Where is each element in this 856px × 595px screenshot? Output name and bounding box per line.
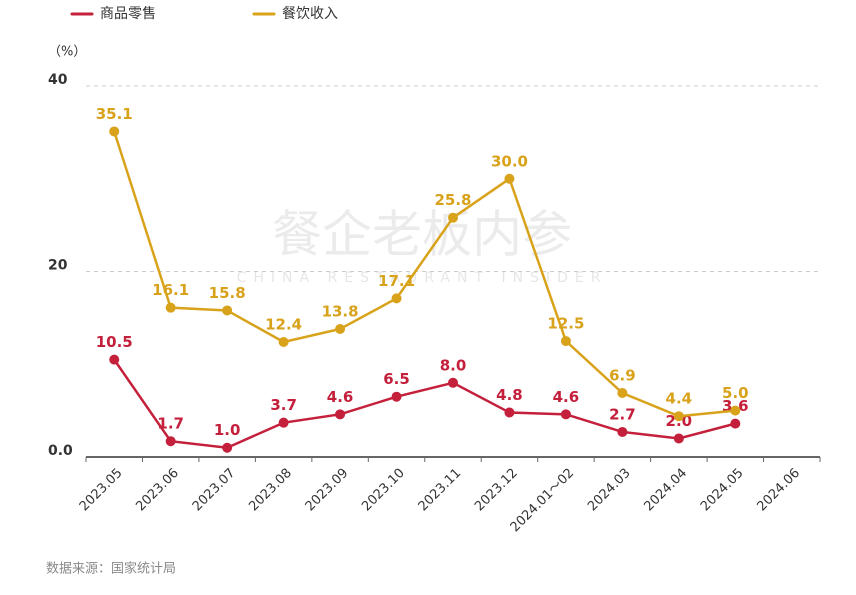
x-tick-label: 2024.03 (585, 466, 634, 515)
x-tick-label: 2023.10 (359, 466, 408, 515)
data-point (335, 409, 346, 420)
data-label: 1.7 (157, 415, 184, 433)
unit-label: （%） (48, 45, 86, 60)
data-label: 2.7 (609, 405, 636, 423)
y-tick-label: 40 (48, 72, 68, 88)
data-label: 13.8 (322, 303, 359, 321)
data-point (165, 302, 176, 313)
data-point (391, 391, 402, 402)
x-tick-label: 2023.06 (133, 466, 182, 515)
data-point (504, 173, 515, 184)
series-line (113, 358, 736, 450)
data-point (448, 212, 458, 223)
data-label: 17.1 (378, 272, 415, 290)
x-tick-label: 2023.09 (303, 466, 352, 515)
x-tick-label: 2024.05 (698, 466, 747, 515)
data-label: 5.0 (722, 384, 749, 402)
data-point (673, 411, 684, 422)
data-label: 6.9 (609, 367, 636, 385)
data-label: 12.4 (265, 315, 302, 333)
data-point (730, 405, 741, 416)
data-label: 4.6 (553, 388, 580, 406)
data-point (560, 409, 571, 420)
x-tick-label: 2024.04 (642, 466, 691, 515)
data-point (617, 426, 628, 437)
data-point (730, 418, 741, 429)
data-point (448, 377, 458, 388)
data-point (278, 336, 289, 347)
data-point (335, 324, 346, 335)
data-label: 1.0 (214, 421, 241, 439)
data-label: 4.8 (496, 386, 523, 404)
data-point (109, 126, 120, 137)
y-tick-label: 20 (48, 258, 68, 274)
series-line (113, 131, 736, 418)
x-tick-label: 2023.12 (472, 466, 521, 515)
data-label: 3.7 (270, 396, 297, 414)
data-label: 10.5 (96, 333, 133, 351)
data-label: 8.0 (440, 356, 467, 374)
x-tick-label: 2023.11 (416, 466, 465, 515)
data-point (222, 305, 233, 316)
watermark-sub: CHINA RESTAURANT INSIDER (237, 270, 608, 286)
data-point (673, 433, 684, 444)
data-label: 35.1 (96, 105, 133, 123)
legend-label: 商品零售 (100, 6, 156, 22)
x-tick-label: 2024.06 (754, 466, 803, 515)
legend-label: 餐饮收入 (282, 6, 338, 22)
data-point (278, 417, 289, 428)
data-label: 4.6 (327, 388, 354, 406)
data-label: 16.1 (152, 281, 189, 299)
watermark: 餐企老板内参 (272, 206, 572, 264)
source: 数据来源：国家统计局 (46, 561, 176, 577)
data-label: 4.4 (666, 390, 693, 408)
data-point (165, 436, 176, 447)
data-label: 15.8 (209, 284, 246, 302)
data-point (109, 354, 120, 365)
x-tick-label: 2023.08 (246, 466, 295, 515)
data-point (391, 293, 402, 304)
x-tick-label: 2023.07 (190, 466, 239, 515)
data-label: 12.5 (547, 315, 584, 333)
data-point (222, 442, 233, 453)
data-point (617, 388, 628, 399)
x-tick-label: 2023.05 (77, 466, 126, 515)
data-label: 6.5 (383, 370, 410, 388)
data-point (560, 336, 571, 347)
data-label: 25.8 (434, 191, 471, 209)
y-tick-label: 0.0 (48, 443, 73, 459)
data-point (504, 407, 515, 418)
data-label: 30.0 (491, 152, 528, 170)
